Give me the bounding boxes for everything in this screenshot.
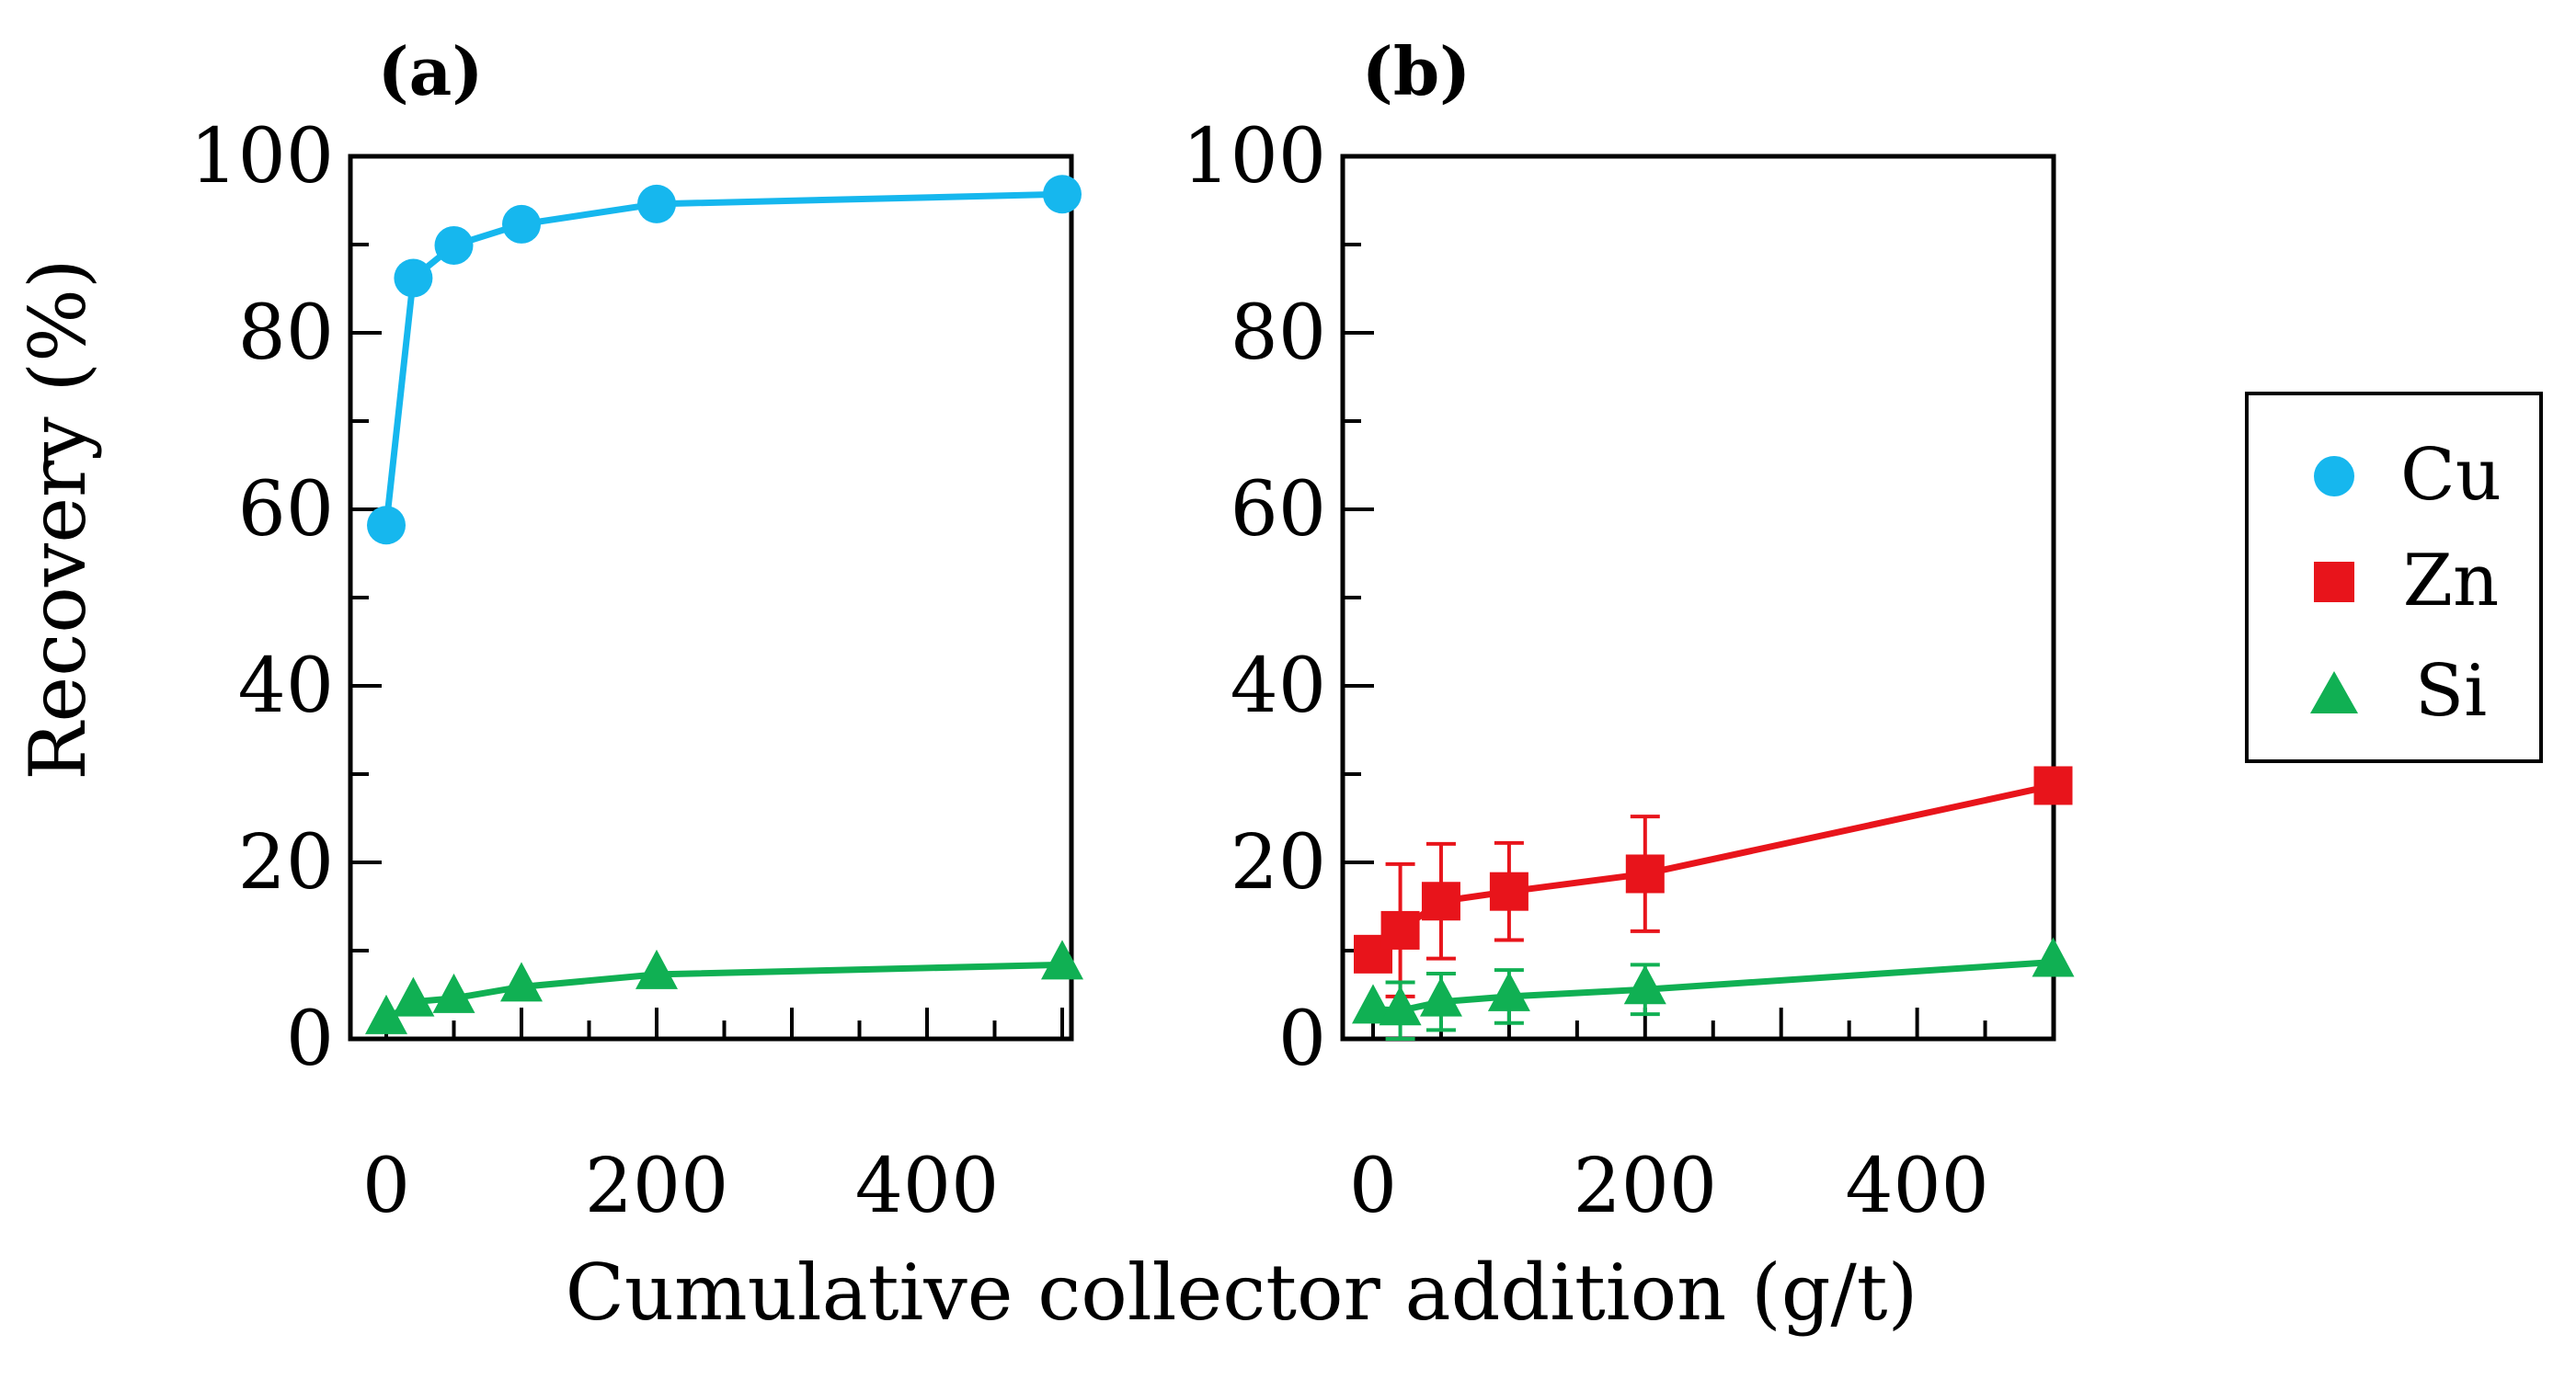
point-si bbox=[1352, 984, 1394, 1024]
x-tick-label: 200 bbox=[1574, 1143, 1718, 1230]
y-tick-label: 60 bbox=[1231, 466, 1326, 553]
legend-label-zn: Zn bbox=[2403, 540, 2499, 622]
legend-label-si: Si bbox=[2415, 650, 2487, 733]
legend-marker-si bbox=[2310, 671, 2358, 713]
x-tick-label: 400 bbox=[1845, 1143, 1989, 1230]
point-cu bbox=[367, 506, 406, 545]
point-si bbox=[1419, 976, 1462, 1017]
legend-box bbox=[2245, 392, 2543, 763]
series-line-si bbox=[384, 961, 1063, 1022]
point-cu bbox=[1043, 175, 1082, 214]
x-tick-label: 400 bbox=[855, 1143, 1000, 1230]
y-tick-label: 100 bbox=[189, 113, 334, 200]
legend-entry-zn: Zn bbox=[2314, 540, 2499, 622]
y-tick-label: 20 bbox=[1231, 819, 1326, 906]
x-tick-label: 0 bbox=[362, 1143, 410, 1230]
point-zn bbox=[1489, 872, 1528, 911]
point-zn bbox=[1380, 910, 1420, 950]
legend-entry-si: Si bbox=[2310, 650, 2487, 733]
point-zn bbox=[2033, 766, 2073, 805]
point-si bbox=[1379, 986, 1422, 1026]
point-si bbox=[1041, 940, 1083, 980]
legend: Cu Zn Si bbox=[2245, 392, 2543, 763]
point-cu bbox=[637, 184, 676, 223]
y-tick-label: 40 bbox=[238, 643, 334, 730]
y-tick-label: 80 bbox=[1231, 290, 1326, 377]
x-tick-label: 200 bbox=[585, 1143, 729, 1230]
x-axis-title: Cumulative collector addition (g/t) bbox=[566, 1248, 1918, 1338]
y-tick-label: 60 bbox=[238, 466, 334, 553]
y-tick-label: 0 bbox=[1278, 996, 1326, 1083]
point-si bbox=[2032, 937, 2075, 977]
point-si bbox=[365, 994, 407, 1034]
point-cu bbox=[434, 225, 474, 265]
point-si bbox=[1487, 971, 1530, 1011]
legend-label-cu: Cu bbox=[2400, 434, 2502, 517]
point-zn bbox=[1421, 882, 1460, 921]
y-axis-title: Recovery (%) bbox=[13, 258, 103, 780]
legend-marker-cu bbox=[2314, 456, 2354, 496]
panel-label: (a) bbox=[378, 32, 484, 110]
y-tick-label: 40 bbox=[1231, 643, 1326, 730]
plot-frame bbox=[348, 154, 1074, 1042]
point-si bbox=[1623, 964, 1666, 1005]
y-tick-label: 100 bbox=[1182, 113, 1326, 200]
y-tick-label: 20 bbox=[238, 819, 334, 906]
series-line-si bbox=[1372, 958, 2054, 1014]
panel-a: 0 20 40 60 80 100 0 200 400 (a) bbox=[189, 32, 1083, 1230]
point-si bbox=[392, 976, 435, 1017]
panel-label: (b) bbox=[1362, 32, 1471, 110]
y-tick-label: 0 bbox=[286, 996, 334, 1083]
y-tick-label: 80 bbox=[238, 290, 334, 377]
x-tick-label: 0 bbox=[1349, 1143, 1397, 1230]
legend-entry-cu: Cu bbox=[2314, 434, 2502, 517]
point-zn bbox=[1625, 854, 1665, 894]
series-line-cu bbox=[383, 190, 1063, 526]
panel-b: 0 20 40 60 80 100 0 200 400 (b) bbox=[1182, 32, 2075, 1230]
point-cu bbox=[502, 204, 541, 244]
series-line-zn bbox=[1370, 782, 2055, 957]
point-cu bbox=[394, 258, 433, 298]
point-si bbox=[432, 973, 475, 1013]
point-si bbox=[500, 962, 543, 1002]
legend-marker-zn bbox=[2314, 562, 2354, 602]
point-si bbox=[635, 949, 678, 989]
